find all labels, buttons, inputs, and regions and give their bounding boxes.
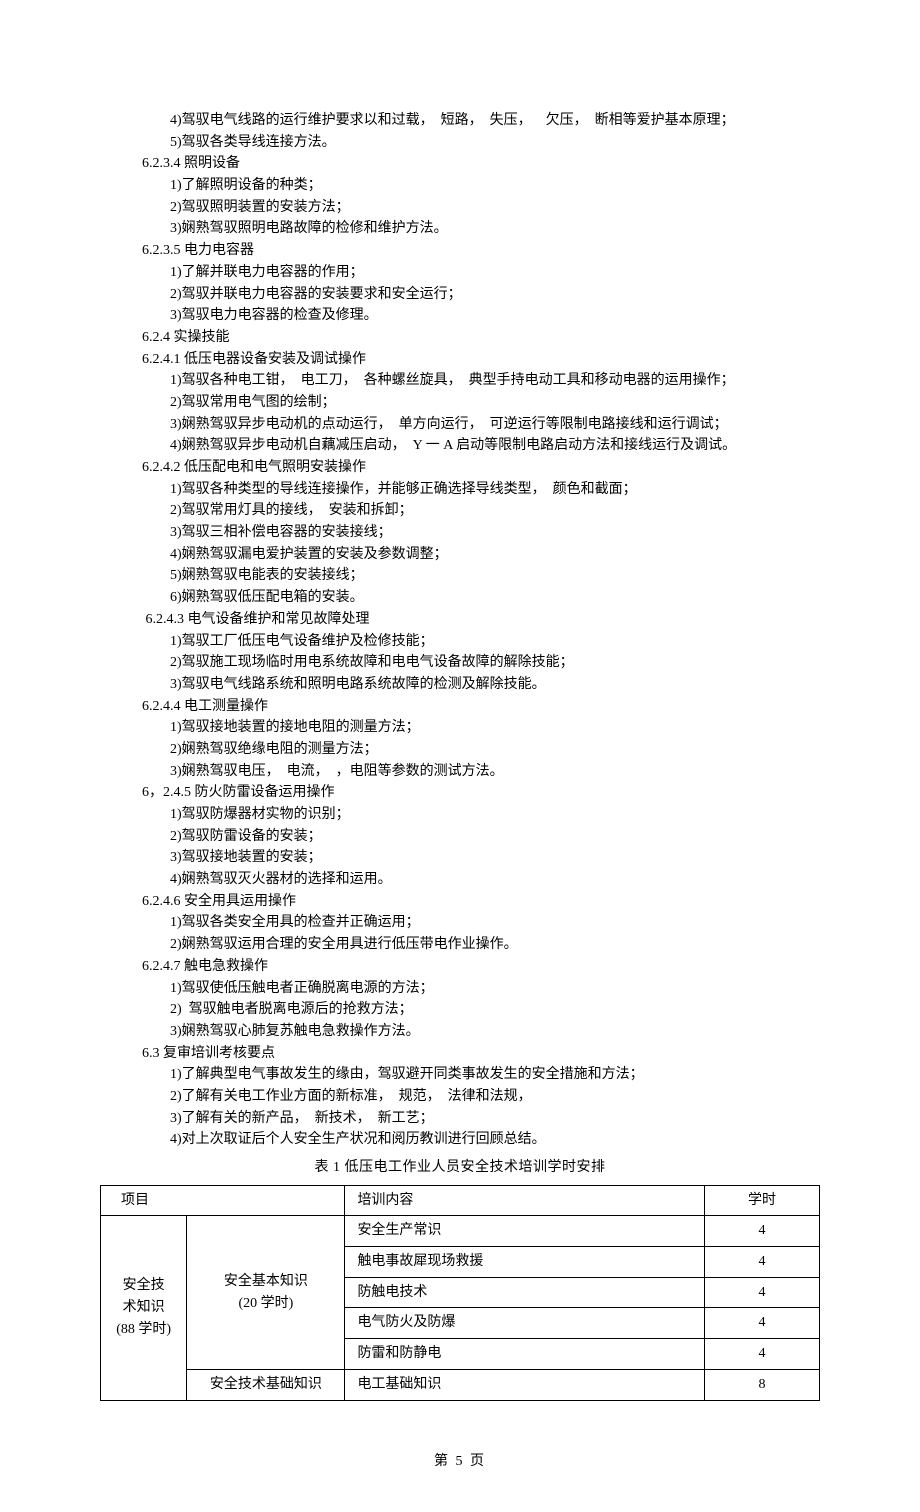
text-line: 6.2.4.4 电工测量操作 — [100, 696, 820, 718]
text-line: 6.2.3.5 电力电容器 — [100, 240, 820, 262]
cell-hours: 4 — [704, 1216, 819, 1247]
header-project: 项目 — [101, 1185, 345, 1216]
text-line: 1)了解典型电气事故发生的缘由，驾驭避开同类事故发生的安全措施和方法； — [100, 1064, 820, 1086]
text-line: 1)驾驭工厂低压电气设备维护及检修技能； — [100, 631, 820, 653]
text-line: 2)了解有关电工作业方面的新标准， 规范， 法律和法规， — [100, 1086, 820, 1108]
cell-hours: 4 — [704, 1339, 819, 1370]
text-line: 3)驾驭三相补偿电容器的安装接线； — [100, 522, 820, 544]
text-line: 1)驾驭各种类型的导线连接操作，并能够正确选择导线类型， 颜色和截面； — [100, 479, 820, 501]
text-line: 6.2.4.7 触电急救操作 — [100, 956, 820, 978]
text-line: 1)驾驭各类安全用具的检查并正确运用； — [100, 912, 820, 934]
text-line: 3)娴熟驾驭心肺复苏触电急救操作方法。 — [100, 1021, 820, 1043]
header-content: 培训内容 — [345, 1185, 705, 1216]
cell-content: 电工基础知识 — [345, 1369, 705, 1400]
text-line: 2)驾驭防雷设备的安装； — [100, 826, 820, 848]
cell-content: 电气防火及防爆 — [345, 1308, 705, 1339]
text-line: 2)驾驭常用灯具的接线， 安装和拆卸； — [100, 500, 820, 522]
text-line: 4)娴熟驾驭异步电动机自藕减压启动， Y 一 A 启动等限制电路启动方法和接线运… — [100, 435, 820, 457]
text-line: 1)驾驭接地装置的接地电阻的测量方法； — [100, 717, 820, 739]
text-line: 6.3 复审培训考核要点 — [100, 1043, 820, 1065]
text-line: 2)娴熟驾驭运用合理的安全用具进行低压带电作业操作。 — [100, 934, 820, 956]
training-hours-table: 项目 培训内容 学时 安全技 术知识 (88 学时) 安全基本知识 (20 学时… — [100, 1185, 820, 1401]
cell-hours: 4 — [704, 1277, 819, 1308]
cell-hours: 4 — [704, 1308, 819, 1339]
text-line: 2) 驾驭触电者脱离电源后的抢救方法； — [100, 999, 820, 1021]
page-footer: 第 5 页 — [100, 1451, 820, 1473]
text-line: 4)娴熟驾驭漏电爱护装置的安装及参数调整； — [100, 544, 820, 566]
text-line: 6)娴熟驾驭低压配电箱的安装。 — [100, 587, 820, 609]
table-row: 安全技 术知识 (88 学时) 安全基本知识 (20 学时) 安全生产常识 4 — [101, 1216, 820, 1247]
cell-content: 触电事故犀现场救援 — [345, 1247, 705, 1278]
text-line: 1)驾驭使低压触电者正确脱离电源的方法； — [100, 978, 820, 1000]
text-line: 1)驾驭防爆器材实物的识别； — [100, 804, 820, 826]
text-line: 5)驾驭各类导线连接方法。 — [100, 132, 820, 154]
text-line: 2)驾驭并联电力电容器的安装要求和安全运行； — [100, 284, 820, 306]
text-line: 3)驾驭电力电容器的检查及修理。 — [100, 305, 820, 327]
text-line: 5)娴熟驾驭电能表的安装接线； — [100, 565, 820, 587]
text-line: 1)了解并联电力电容器的作用； — [100, 262, 820, 284]
text-line: 3)娴熟驾驭异步电动机的点动运行， 单方向运行， 可逆运行等限制电路接线和运行调… — [100, 414, 820, 436]
table-row: 安全技术基础知识 电工基础知识 8 — [101, 1369, 820, 1400]
text-line: 2)娴熟驾驭绝缘电阻的测量方法； — [100, 739, 820, 761]
text-line: 2)驾驭照明装置的安装方法； — [100, 197, 820, 219]
text-line: 3)驾驭电气线路系统和照明电路系统故障的检测及解除技能。 — [100, 674, 820, 696]
text-line: 3)娴熟驾驭电压， 电流， ，电阻等参数的测试方法。 — [100, 761, 820, 783]
cell-hours: 4 — [704, 1247, 819, 1278]
cell-hours: 8 — [704, 1369, 819, 1400]
sub-group-1: 安全基本知识 (20 学时) — [187, 1216, 345, 1369]
header-hours: 学时 — [704, 1185, 819, 1216]
text-line: 4)驾驭电气线路的运行维护要求以和过载， 短路， 失压， 欠压， 断相等爱护基本… — [100, 110, 820, 132]
text-line: 3)娴熟驾驭照明电路故障的检修和维护方法。 — [100, 218, 820, 240]
project-group: 安全技 术知识 (88 学时) — [101, 1216, 187, 1400]
text-line: 4)娴熟驾驭灭火器材的选择和运用。 — [100, 869, 820, 891]
text-line: 6，2.4.5 防火防雷设备运用操作 — [100, 782, 820, 804]
cell-content: 安全生产常识 — [345, 1216, 705, 1247]
text-line: 6.2.4.6 安全用具运用操作 — [100, 891, 820, 913]
text-line: 6.2.4.3 电气设备维护和常见故障处理 — [100, 609, 820, 631]
text-line: 2)驾驭常用电气图的绘制； — [100, 392, 820, 414]
text-line: 2)驾驭施工现场临时用电系统故障和电电气设备故障的解除技能； — [100, 652, 820, 674]
text-line: 1)驾驭各种电工钳， 电工刀， 各种螺丝旋具， 典型手持电动工具和移动电器的运用… — [100, 370, 820, 392]
table-title: 表 1 低压电工作业人员安全技术培训学时安排 — [100, 1157, 820, 1179]
text-line: 6.2.4 实操技能 — [100, 327, 820, 349]
text-line: 1)了解照明设备的种类； — [100, 175, 820, 197]
text-line: 6.2.4.2 低压配电和电气照明安装操作 — [100, 457, 820, 479]
cell-content: 防触电技术 — [345, 1277, 705, 1308]
text-line: 4)对上次取证后个人安全生产状况和阅历教训进行回顾总结。 — [100, 1129, 820, 1151]
text-line: 3)驾驭接地装置的安装； — [100, 847, 820, 869]
text-line: 6.2.3.4 照明设备 — [100, 153, 820, 175]
document-body: 4)驾驭电气线路的运行维护要求以和过载， 短路， 失压， 欠压， 断相等爱护基本… — [100, 110, 820, 1151]
sub-group-2: 安全技术基础知识 — [187, 1369, 345, 1400]
text-line: 6.2.4.1 低压电器设备安装及调试操作 — [100, 349, 820, 371]
cell-content: 防雷和防静电 — [345, 1339, 705, 1370]
table-header-row: 项目 培训内容 学时 — [101, 1185, 820, 1216]
text-line: 3)了解有关的新产品， 新技术， 新工艺； — [100, 1108, 820, 1130]
